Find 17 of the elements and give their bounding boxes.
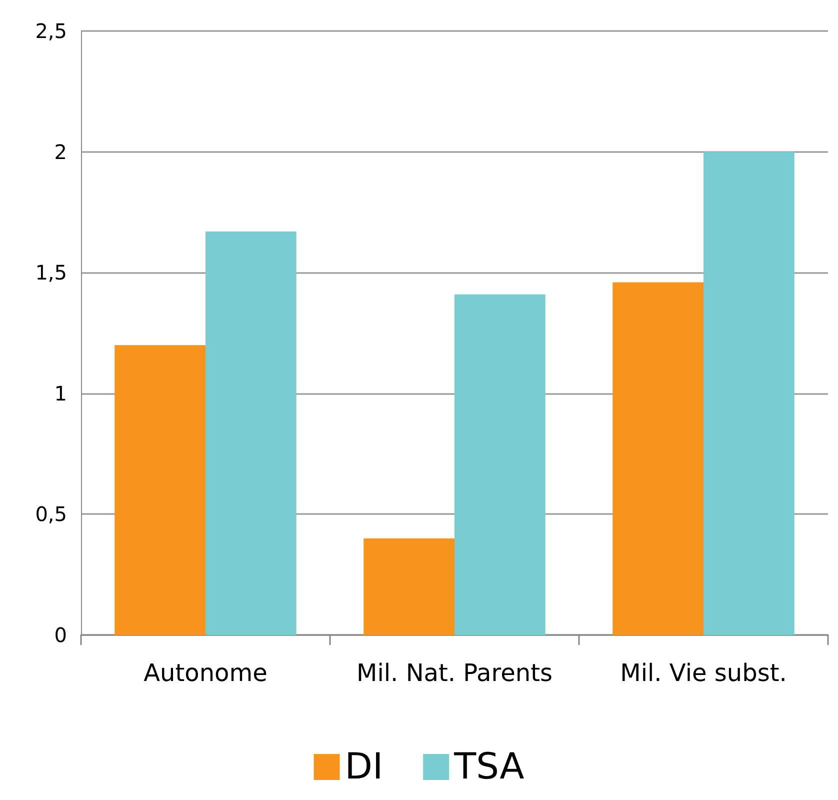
y-tick-label: 0,5: [35, 502, 67, 526]
y-tick-label: 1,5: [35, 260, 67, 285]
bar: [454, 294, 546, 635]
x-tick-label: Mil. Nat. Parents: [356, 659, 552, 687]
y-tick-label: 2: [54, 140, 67, 164]
legend-label: DI: [344, 746, 384, 788]
legend-label: TSA: [453, 746, 525, 788]
bar: [612, 282, 704, 635]
x-tick-label: Autonome: [144, 659, 268, 687]
bar: [114, 345, 206, 635]
bar: [206, 232, 296, 635]
y-tick-label: 1: [54, 381, 67, 406]
x-tick-label: Mil. Vie subst.: [620, 659, 787, 687]
bar: [704, 152, 794, 635]
bar: [364, 538, 454, 635]
y-tick-label: 2,5: [35, 19, 67, 43]
y-tick-label: 0: [54, 623, 67, 647]
